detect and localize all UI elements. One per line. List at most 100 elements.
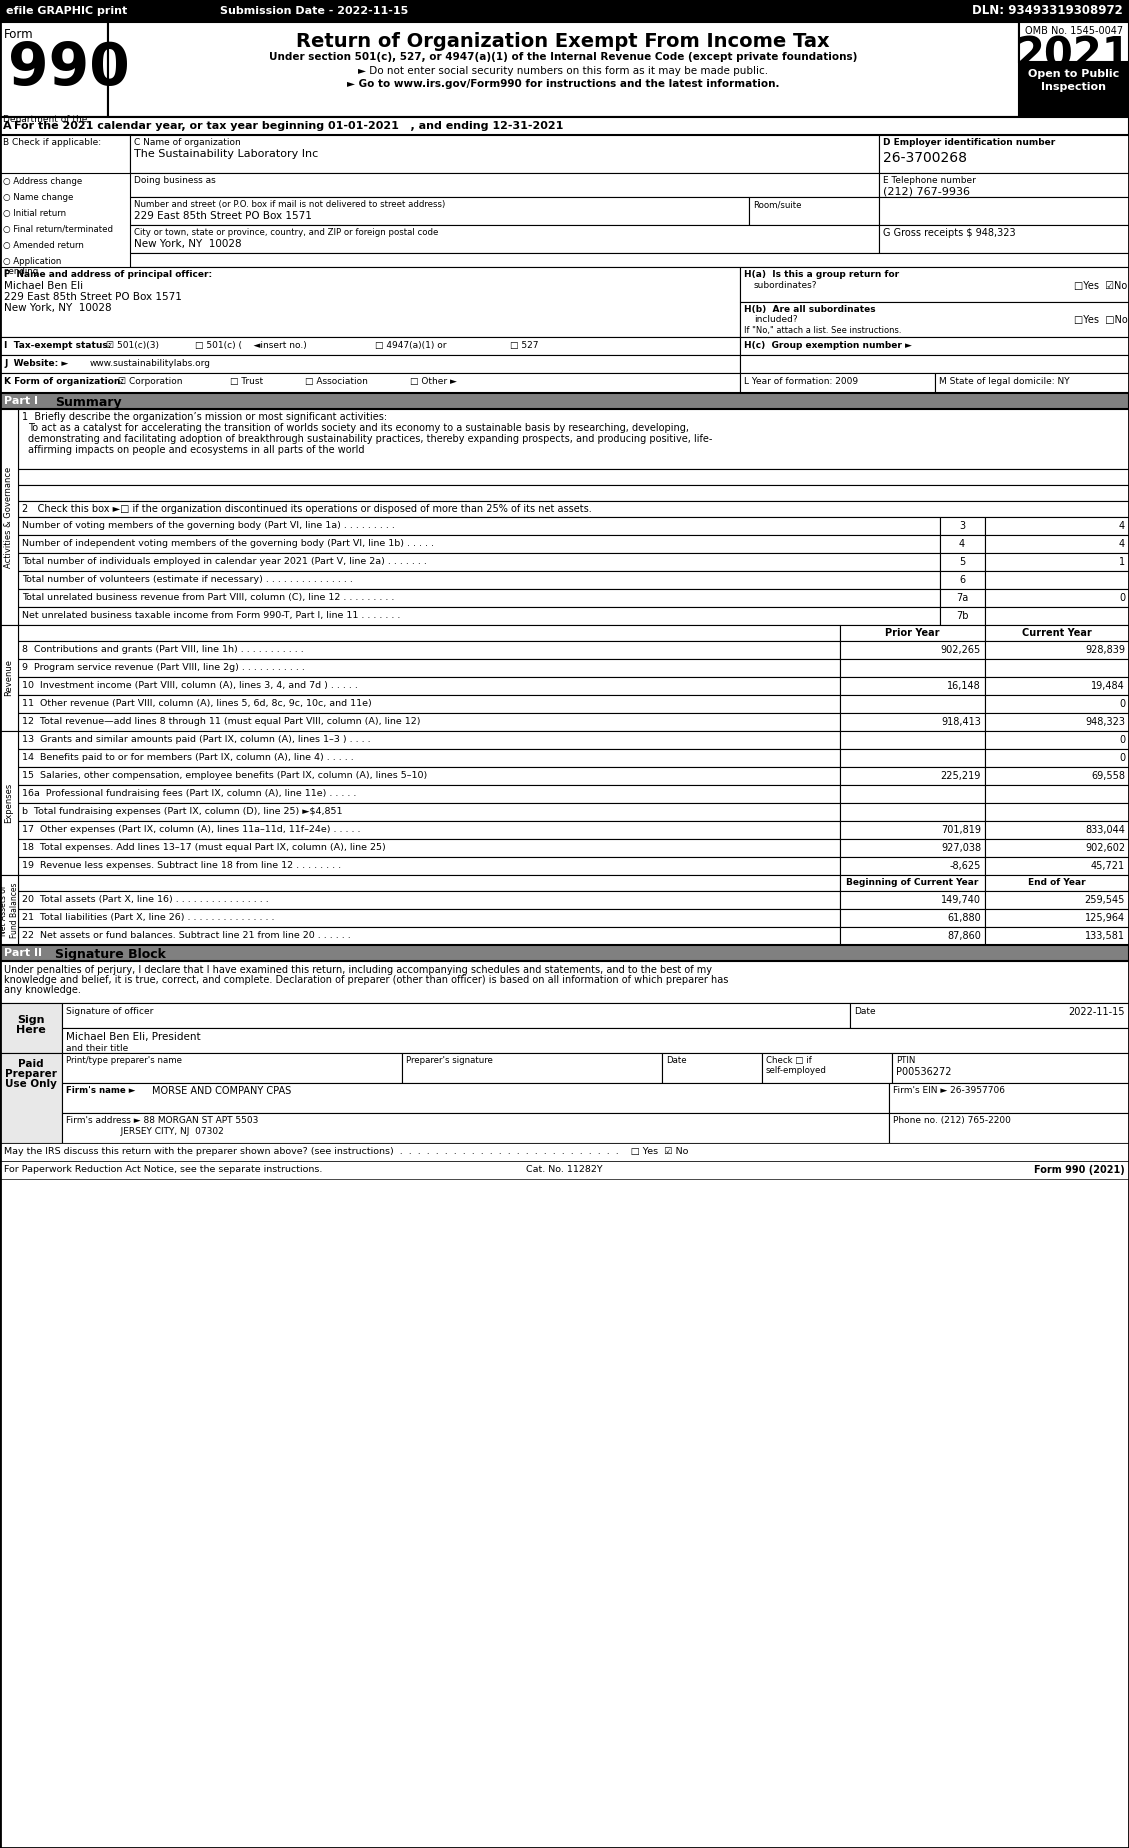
Text: Revenue: Revenue — [5, 660, 14, 697]
Bar — [850, 1003, 1129, 1027]
Text: Print/type preparer's name: Print/type preparer's name — [65, 1055, 182, 1064]
Text: 0: 0 — [1119, 593, 1124, 602]
Text: Firm's name ►: Firm's name ► — [65, 1087, 135, 1096]
Bar — [840, 804, 984, 821]
Bar — [935, 373, 1129, 394]
Text: 12  Total revenue—add lines 8 through 11 (must equal Part VIII, column (A), line: 12 Total revenue—add lines 8 through 11 … — [21, 717, 420, 726]
Text: The Sustainability Laboratory Inc: The Sustainability Laboratory Inc — [134, 150, 318, 159]
Bar — [739, 266, 1129, 301]
Bar — [18, 553, 940, 571]
Text: Firm's address ► 88 MORGAN ST APT 5503: Firm's address ► 88 MORGAN ST APT 5503 — [65, 1116, 259, 1125]
Text: 149,740: 149,740 — [940, 894, 981, 906]
Bar — [18, 748, 840, 767]
Bar — [940, 571, 984, 590]
Bar — [18, 891, 840, 909]
Text: -8,625: -8,625 — [949, 861, 981, 870]
Text: New York, NY  10028: New York, NY 10028 — [134, 238, 242, 249]
Bar — [0, 266, 739, 336]
Text: Paid: Paid — [18, 1059, 44, 1068]
Text: ► Go to www.irs.gov/Form990 for instructions and the latest information.: ► Go to www.irs.gov/Form990 for instruct… — [347, 79, 779, 89]
Bar — [130, 174, 879, 198]
Text: knowledge and belief, it is true, correct, and complete. Declaration of preparer: knowledge and belief, it is true, correc… — [5, 976, 728, 985]
Bar — [0, 336, 739, 355]
Text: b  Total fundraising expenses (Part IX, column (D), line 25) ►$4,851: b Total fundraising expenses (Part IX, c… — [21, 808, 342, 817]
Text: 87,860: 87,860 — [947, 931, 981, 941]
Text: Open to Public: Open to Public — [1029, 68, 1120, 79]
Text: 902,265: 902,265 — [940, 645, 981, 654]
Text: □ Trust: □ Trust — [230, 377, 263, 386]
Text: F  Name and address of principal officer:: F Name and address of principal officer: — [5, 270, 212, 279]
Text: Firm's EIN ► 26-3957706: Firm's EIN ► 26-3957706 — [893, 1087, 1005, 1096]
Text: G Gross receipts $ 948,323: G Gross receipts $ 948,323 — [883, 227, 1016, 238]
Text: Use Only: Use Only — [5, 1079, 56, 1088]
Text: 4: 4 — [959, 540, 965, 549]
Text: For the 2021 calendar year, or tax year beginning 01-01-2021   , and ending 12-3: For the 2021 calendar year, or tax year … — [14, 120, 563, 131]
Text: P00536272: P00536272 — [896, 1066, 952, 1077]
Bar — [18, 501, 1129, 517]
Text: 26-3700268: 26-3700268 — [883, 152, 968, 164]
Bar — [62, 1027, 1129, 1053]
Text: D Employer identification number: D Employer identification number — [883, 139, 1056, 148]
Text: H(b)  Are all subordinates: H(b) Are all subordinates — [744, 305, 876, 314]
Bar — [0, 394, 1129, 408]
Text: □Yes  □No: □Yes □No — [1074, 314, 1128, 325]
Text: □ 527: □ 527 — [510, 342, 539, 349]
Text: Number and street (or P.O. box if mail is not delivered to street address): Number and street (or P.O. box if mail i… — [134, 200, 445, 209]
Bar — [18, 804, 840, 821]
Text: any knowledge.: any knowledge. — [5, 985, 81, 994]
Text: Form 990 (2021): Form 990 (2021) — [1034, 1164, 1124, 1175]
Text: E Telephone number: E Telephone number — [883, 176, 975, 185]
Text: 0: 0 — [1119, 736, 1124, 745]
Bar — [0, 22, 108, 116]
Text: Cat. No. 11282Y: Cat. No. 11282Y — [526, 1164, 602, 1173]
Text: Under section 501(c), 527, or 4947(a)(1) of the Internal Revenue Code (except pr: Under section 501(c), 527, or 4947(a)(1)… — [269, 52, 857, 63]
Bar — [18, 874, 840, 891]
Text: Prior Year: Prior Year — [885, 628, 939, 638]
Bar — [984, 660, 1129, 676]
Text: Return of Organization Exempt From Income Tax: Return of Organization Exempt From Incom… — [296, 31, 830, 52]
Text: K Form of organization:: K Form of organization: — [5, 377, 124, 386]
Bar — [940, 590, 984, 606]
Text: □Yes  ☑No: □Yes ☑No — [1074, 281, 1127, 290]
Text: 0: 0 — [1119, 699, 1124, 710]
Text: Total number of individuals employed in calendar year 2021 (Part V, line 2a) . .: Total number of individuals employed in … — [21, 556, 427, 565]
Bar — [130, 225, 879, 253]
Bar — [840, 839, 984, 857]
Text: End of Year: End of Year — [1029, 878, 1086, 887]
Bar — [0, 625, 18, 732]
Bar — [662, 1053, 762, 1083]
Text: www.sustainabilitylabs.org: www.sustainabilitylabs.org — [90, 359, 211, 368]
Text: J  Website: ►: J Website: ► — [5, 359, 68, 368]
Text: H(c)  Group exemption number ►: H(c) Group exemption number ► — [744, 342, 912, 349]
Text: 22  Net assets or fund balances. Subtract line 21 from line 20 . . . . . .: 22 Net assets or fund balances. Subtract… — [21, 931, 351, 941]
Text: 69,558: 69,558 — [1091, 771, 1124, 782]
Bar — [0, 116, 1129, 135]
Text: 19,484: 19,484 — [1092, 682, 1124, 691]
Text: 9  Program service revenue (Part VIII, line 2g) . . . . . . . . . . .: 9 Program service revenue (Part VIII, li… — [21, 663, 305, 673]
Bar — [840, 660, 984, 676]
Text: ○ Address change: ○ Address change — [3, 177, 82, 187]
Text: Part I: Part I — [5, 395, 38, 407]
Text: 6: 6 — [959, 575, 965, 586]
Bar — [18, 536, 940, 553]
Text: Under penalties of perjury, I declare that I have examined this return, includin: Under penalties of perjury, I declare th… — [5, 965, 712, 976]
Text: Department of the: Department of the — [3, 115, 87, 124]
Text: 20  Total assets (Part X, line 16) . . . . . . . . . . . . . . . .: 20 Total assets (Part X, line 16) . . . … — [21, 894, 269, 904]
Text: Current Year: Current Year — [1022, 628, 1092, 638]
Bar — [840, 874, 984, 891]
Text: 133,581: 133,581 — [1085, 931, 1124, 941]
Text: Inspection: Inspection — [1041, 81, 1106, 92]
Text: demonstrating and facilitating adoption of breakthrough sustainability practices: demonstrating and facilitating adoption … — [28, 434, 712, 444]
Text: ○ Name change: ○ Name change — [3, 192, 73, 201]
Bar — [984, 590, 1129, 606]
Text: (212) 767-9936: (212) 767-9936 — [883, 187, 970, 198]
Bar — [18, 695, 840, 713]
Bar — [0, 355, 739, 373]
Text: 701,819: 701,819 — [940, 824, 981, 835]
Bar — [18, 785, 840, 804]
Text: 125,964: 125,964 — [1085, 913, 1124, 922]
Bar — [130, 198, 749, 225]
Text: JERSEY CITY, NJ  07302: JERSEY CITY, NJ 07302 — [65, 1127, 224, 1137]
Bar — [840, 891, 984, 909]
Text: 18  Total expenses. Add lines 13–17 (must equal Part IX, column (A), line 25): 18 Total expenses. Add lines 13–17 (must… — [21, 843, 386, 852]
